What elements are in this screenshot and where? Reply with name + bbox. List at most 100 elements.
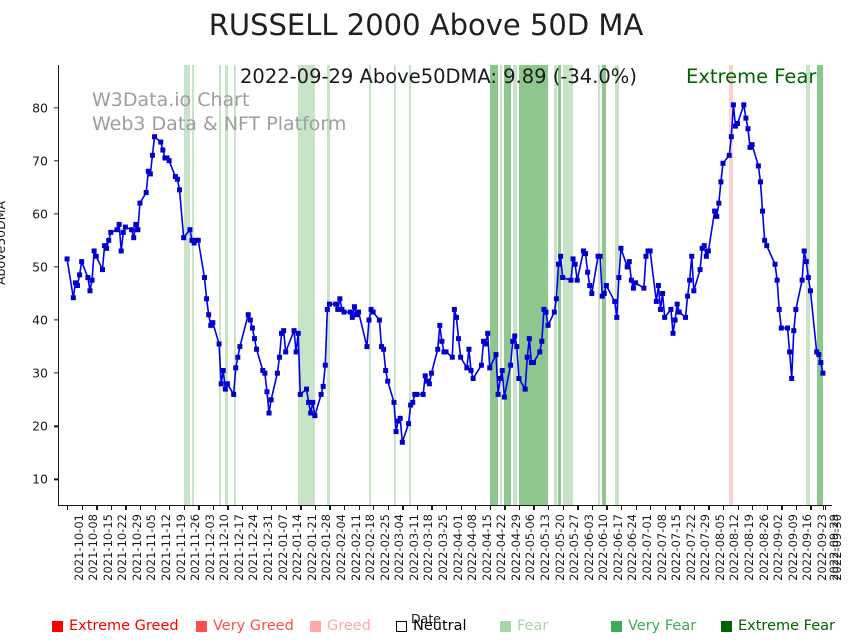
data-point [805,275,811,281]
x-axis-tick-label: 2022-08-05 [712,514,727,581]
x-axis-tick-label: 2022-03-18 [421,514,436,581]
sentiment-band [327,65,330,506]
x-axis-tick-mark [533,506,535,510]
data-point [691,288,697,294]
data-point [618,245,624,251]
sentiment-band [489,65,499,506]
data-point [147,171,153,177]
page-title: RUSSELL 2000 Above 50D MA [208,8,644,42]
x-axis-tick-label: 2022-08-26 [756,514,771,581]
legend-item-greed[interactable]: Greed [310,617,371,635]
data-point [262,370,268,376]
legend-item-fear[interactable]: Fear [500,617,548,635]
y-axis-tick-mark [54,425,58,427]
x-axis-tick-label: 2021-10-08 [86,514,101,581]
data-point [347,309,353,315]
data-point [218,381,224,387]
x-axis-tick-label: 2022-04-29 [508,514,523,581]
legend-swatch-icon [310,620,321,632]
data-point [310,399,316,405]
data-point [224,381,230,387]
data-point [208,322,214,328]
data-point [793,306,799,312]
series-above50dma [64,102,826,445]
x-axis-tick-mark [810,506,812,510]
data-point [626,259,632,265]
x-axis-tick-mark [650,506,652,510]
data-point [468,368,474,374]
data-point [204,296,210,302]
data-point [587,283,593,288]
data-point [749,142,755,148]
sentiment-band [806,65,811,506]
x-axis-tick-mark [256,506,258,510]
x-axis-tick-mark [766,506,768,510]
data-point [414,391,420,397]
data-point [304,386,310,392]
legend-item-extreme-fear[interactable]: Extreme Fear [721,617,835,635]
legend-item-label: Neutral [413,618,467,634]
data-point [366,317,372,323]
sentiment-band [562,65,574,506]
x-axis-tick-label: 2021-11-19 [173,514,188,581]
legend-item-label: Very Greed [213,618,294,634]
data-point [335,306,341,312]
data-point [295,330,301,336]
data-point [616,275,622,281]
data-point [655,283,661,288]
y-axis-tick-label: 50 [32,259,48,275]
data-point [106,237,112,243]
data-point [131,235,137,241]
data-point [716,200,722,206]
x-axis-tick-mark [606,506,608,510]
x-axis-tick-label: 2021-11-26 [188,514,203,581]
x-axis-tick-mark [693,506,696,510]
x-axis-tick-mark [212,506,215,510]
data-point [558,253,564,259]
data-point [133,221,139,227]
x-axis-tick-mark [518,506,521,510]
data-point [755,163,761,169]
legend-item-very-greed[interactable]: Very Greed [196,617,294,635]
x-axis-tick-label: 2022-07-22 [683,514,698,581]
x-axis-tick-label: 2022-02-11 [348,514,363,581]
legend-item-very-fear[interactable]: Very Fear [611,617,696,635]
sentiment-band [598,65,601,506]
data-point [801,248,807,254]
data-point [216,341,222,347]
x-axis-tick-mark [416,506,419,510]
data-point [245,312,251,318]
data-point [603,283,609,288]
x-axis-tick-label: 2022-02-25 [377,514,392,581]
data-point [555,261,561,267]
data-point [368,306,374,312]
x-axis-tick-label: 2022-03-04 [392,514,407,581]
legend-item-neutral[interactable]: Neutral [396,617,467,635]
data-point [643,253,649,259]
data-point [264,389,270,395]
x-axis-tick-mark [285,506,287,510]
x-axis-tick-label: 2022-06-24 [625,514,640,581]
data-point [478,362,484,368]
data-point [337,296,343,302]
data-point [762,237,768,243]
x-axis-tick-mark [795,506,798,510]
data-point [508,362,514,368]
data-point [560,275,566,281]
x-axis-tick-mark [300,506,302,510]
data-point [820,370,826,376]
x-axis-tick-label: 2021-10-15 [100,514,115,581]
data-point [152,134,158,140]
data-point [160,147,166,153]
data-point [683,314,688,320]
data-point [89,277,95,283]
data-point [424,378,430,384]
y-axis-tick-mark [54,213,58,215]
x-axis-tick-label: 2021-12-03 [202,514,217,581]
data-point [145,168,151,174]
sentiment-band [729,65,734,506]
legend-item-extreme-greed[interactable]: Extreme Greed [52,617,179,635]
legend-item-label: Fear [517,618,549,634]
data-point [102,243,108,249]
x-axis-tick-label: 2022-07-01 [640,514,655,581]
